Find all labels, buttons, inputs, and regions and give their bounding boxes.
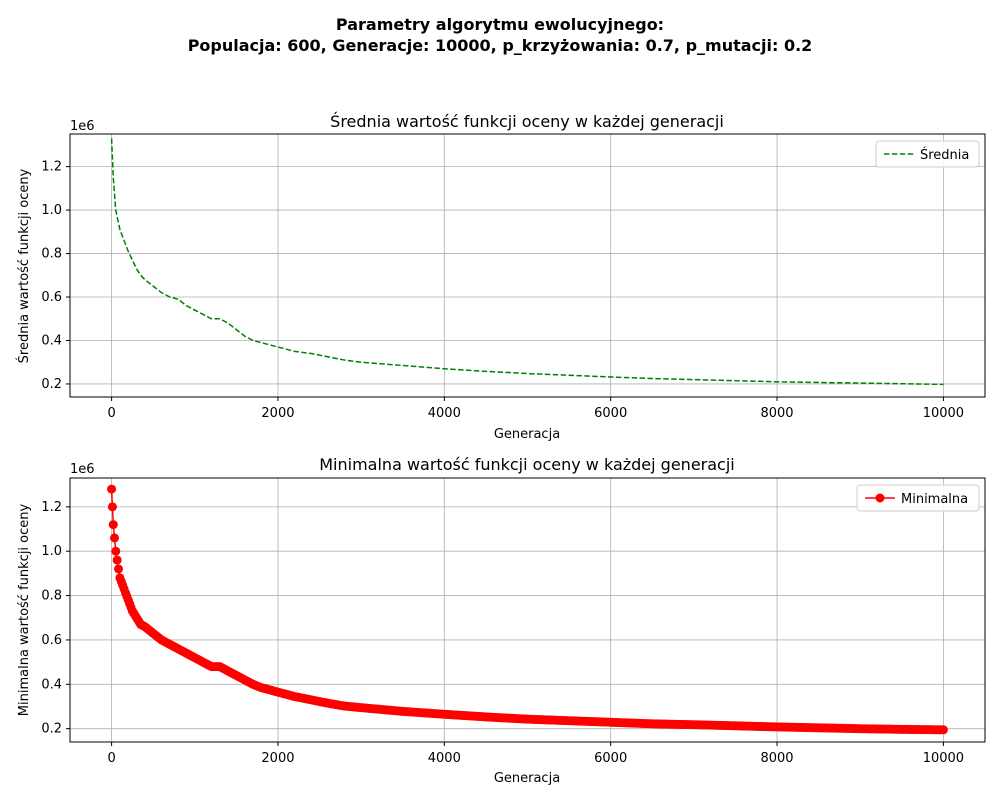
subplot-minimum-y-tick-label: 1.2 [41,500,62,515]
subplot-average-y-offset: 1e6 [70,119,95,134]
subplot-average-y-tick-label: 0.4 [41,333,62,348]
subplot-average-x-tick-label: 8000 [760,406,793,421]
subplot-average-y-tick-label: 0.6 [41,290,62,305]
subplot-minimum-axes-frame [69,477,986,743]
subplot-minimum-y-tick-label: 0.4 [41,677,62,692]
figure-suptitle-line-1: Parametry algorytmu ewolucyjnego: [336,15,664,34]
subplot-minimum-legend: Minimalna [856,484,980,512]
subplot-minimum-data-point [107,502,117,512]
subplot-average-legend-label: Średnia [920,147,969,163]
subplot-minimum-series-markers [107,484,948,735]
subplot-average-y-tick-label: 0.2 [41,377,62,392]
subplot-minimum-legend-marker [875,493,885,503]
subplot-average-axes-frame [69,133,986,398]
subplot-average-plot-area: 0 2000 4000 6000 8000 10000 0.2 0.4 0.6 0.8 1.0 1.2 [41,133,986,421]
subplot-minimum-data-point [114,564,124,574]
subplot-average-x-axis-label: Generacja [494,427,560,442]
subplot-average-y-tick-label: 0.8 [41,247,62,262]
subplot-minimum-legend-label: Minimalna [901,492,968,507]
subplot-minimum-y-tick-label: 1.0 [41,544,62,559]
subplot-minimum-y-tick-label: 0.8 [41,589,62,604]
subplot-minimum-x-tick-label: 0 [107,751,115,766]
subplot-minimum-legend-box [856,484,980,512]
subplot-minimum-data-point [108,520,118,530]
subplot-minimum-x-tick-label: 2000 [261,751,294,766]
subplot-average-x-tick-label: 4000 [428,406,461,421]
subplot-average-y-axis-label: Średnia wartość funkcji oceny [16,168,32,363]
subplot-minimum-data-point [938,725,948,735]
subplot-minimum-x-tick-label: 4000 [428,751,461,766]
subplot-minimum-x-tick-label: 8000 [760,751,793,766]
subplot-minimum-y-offset: 1e6 [70,462,95,477]
figure-suptitle-line-2: Populacja: 600, Generacje: 10000, p_krzy… [188,36,813,55]
subplot-minimum-data-point [110,533,120,543]
subplot-minimum-x-tick-label: 6000 [594,751,627,766]
subplot-average-x-tick-label: 0 [107,406,115,421]
subplot-average-series-line [110,138,944,386]
subplot-minimum-y-axis-label: Minimalna wartość funkcji oceny [17,503,32,716]
subplot-average-title: Średnia wartość funkcji oceny w każdej g… [330,112,724,131]
subplot-average-y-tick-label: 1.2 [41,160,62,175]
subplot-minimum-y-tick-label: 0.2 [41,722,62,737]
subplot-average: 0 2000 4000 6000 8000 10000 0.2 0.4 0.6 0.8 1.0 1.2… [16,112,986,442]
subplot-average-y-tick-label: 1.0 [41,203,62,218]
subplot-minimum-x-axis-label: Generacja [494,771,560,786]
subplot-average-legend: Średnia [875,140,980,168]
subplot-average-x-tick-label: 10000 [923,406,964,421]
subplot-average-x-tick-label: 2000 [261,406,294,421]
subplot-minimum: 0 2000 4000 6000 8000 10000 0.2 0.4 0.6 0.8 1.0 1.2… [17,455,986,786]
subplot-minimum-y-tick-label: 0.6 [41,633,62,648]
subplot-minimum-data-point [107,484,117,494]
subplot-minimum-plot-area: 0 2000 4000 6000 8000 10000 0.2 0.4 0.6 0.8 1.0 1.2 [41,477,986,766]
subplot-average-legend-box [875,140,980,168]
subplot-minimum-data-point [112,555,122,565]
subplot-minimum-x-tick-label: 10000 [923,751,964,766]
subplot-average-x-tick-label: 6000 [594,406,627,421]
subplot-minimum-data-point [111,546,121,556]
subplot-minimum-title: Minimalna wartość funkcji oceny w każdej… [319,455,734,474]
